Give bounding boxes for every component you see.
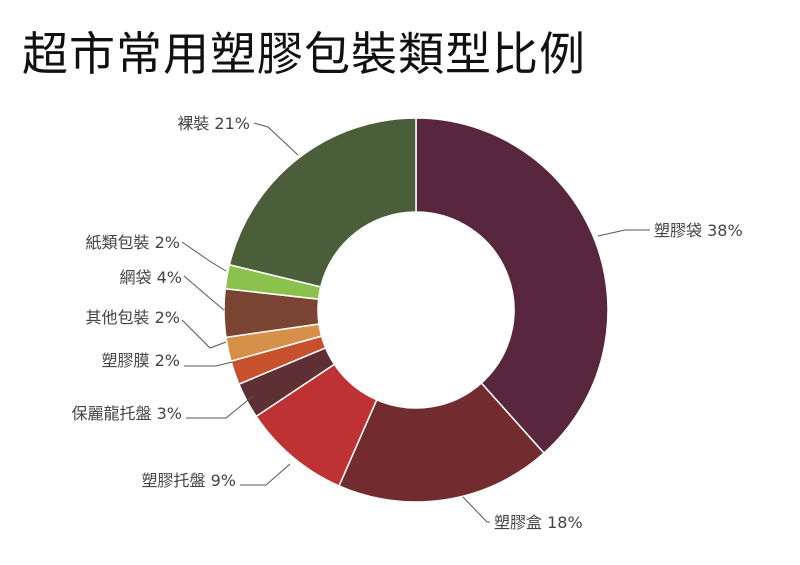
leader-line xyxy=(181,241,227,272)
slice-label: 保麗龍托盤 3% xyxy=(72,404,182,423)
chart-title: 超市常用塑膠包裝類型比例 xyxy=(22,27,586,81)
leader-line xyxy=(240,463,291,486)
donut-slice xyxy=(228,117,417,288)
leader-line xyxy=(184,361,233,367)
leader-lines-group xyxy=(181,122,650,523)
slices-group xyxy=(223,117,609,503)
leader-line xyxy=(462,496,490,523)
donut-slice xyxy=(338,381,546,503)
slice-label: 塑膠膜 2% xyxy=(102,351,180,370)
donut-slice xyxy=(415,117,609,455)
slice-label: 網袋 4% xyxy=(120,268,182,287)
slice-label: 其他包裝 2% xyxy=(86,308,180,327)
leader-line xyxy=(253,122,299,156)
labels-group: 塑膠袋 38% 塑膠盒 18% 塑膠托盤 9% 保麗龍托盤 3% 塑膠膜 2% 其他包裝 … xyxy=(72,114,743,532)
leader-line xyxy=(186,395,254,419)
leader-line xyxy=(183,275,225,311)
leader-line xyxy=(181,319,227,349)
slice-label: 塑膠盒 18% xyxy=(494,513,583,532)
leader-line xyxy=(597,229,650,237)
slice-label: 塑膠袋 38% xyxy=(654,221,743,240)
slice-label: 塑膠托盤 9% xyxy=(142,471,236,490)
slice-label: 紙類包裝 2% xyxy=(86,233,180,252)
slice-label: 裸裝 21% xyxy=(177,114,250,133)
